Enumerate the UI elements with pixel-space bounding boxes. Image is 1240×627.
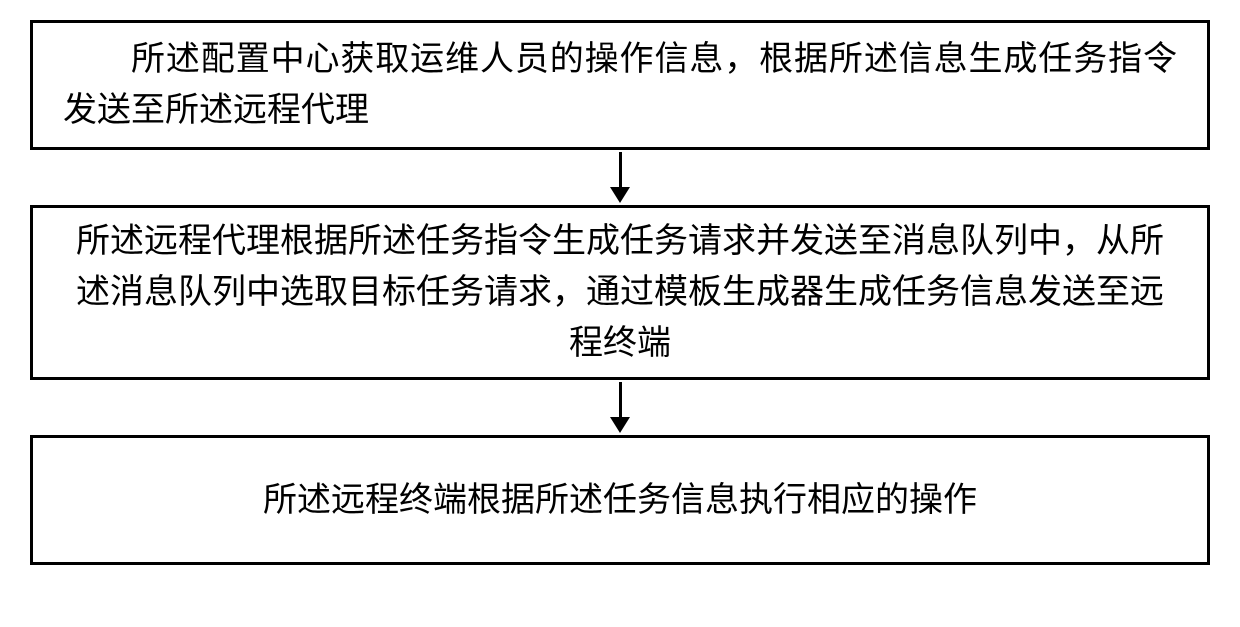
arrow-2-to-3 bbox=[610, 382, 630, 433]
step-3-text: 所述远程终端根据所述任务信息执行相应的操作 bbox=[63, 475, 1177, 526]
arrow-head-icon bbox=[610, 417, 630, 433]
flowchart-step-1: 所述配置中心获取运维人员的操作信息，根据所述信息生成任务指令发送至所述远程代理 bbox=[30, 20, 1210, 150]
arrow-head-icon bbox=[610, 187, 630, 203]
step-1-text: 所述配置中心获取运维人员的操作信息，根据所述信息生成任务指令发送至所述远程代理 bbox=[63, 34, 1177, 136]
flowchart-container: 所述配置中心获取运维人员的操作信息，根据所述信息生成任务指令发送至所述远程代理 … bbox=[0, 20, 1240, 565]
step-2-text: 所述远程代理根据所述任务指令生成任务请求并发送至消息队列中，从所述消息队列中选取… bbox=[63, 216, 1177, 369]
flowchart-step-2: 所述远程代理根据所述任务指令生成任务请求并发送至消息队列中，从所述消息队列中选取… bbox=[30, 205, 1210, 380]
arrow-line bbox=[619, 152, 622, 187]
flowchart-step-3: 所述远程终端根据所述任务信息执行相应的操作 bbox=[30, 435, 1210, 565]
arrow-line bbox=[619, 382, 622, 417]
arrow-1-to-2 bbox=[610, 152, 630, 203]
